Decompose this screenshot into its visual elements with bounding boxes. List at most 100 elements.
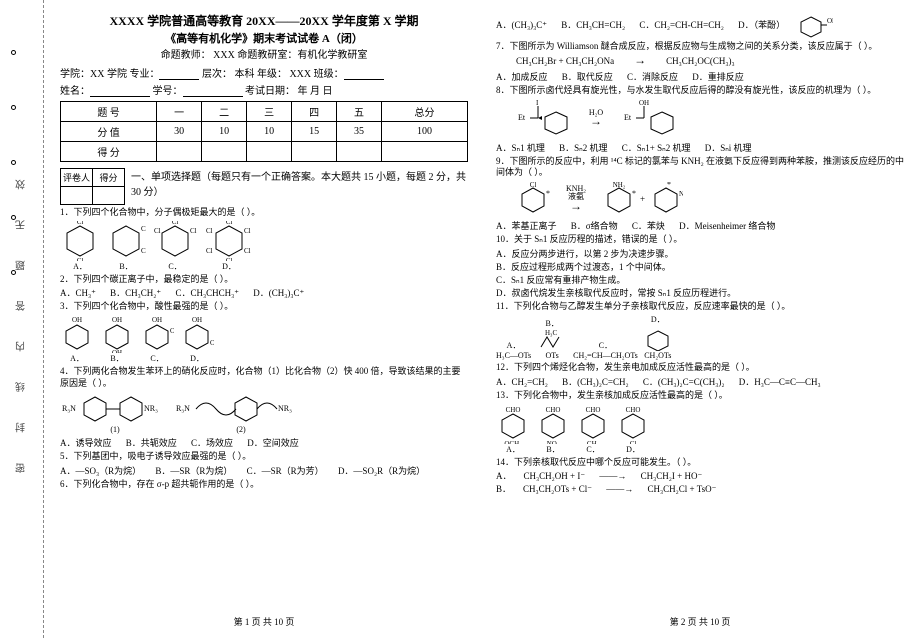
q12-a: A．CH₂=CH₂ <box>496 375 548 388</box>
q14-b: B．CH₃CH₂OTs + Cl⁻ ——→ CH₃CH₂Cl + TsO⁻ <box>496 482 904 495</box>
q1-molecules: ClClA． ClClB． ClClClC． ClClClClClClD． <box>60 221 468 272</box>
q10-a: A．反应分两步进行，以第 2 步为决速步骤。 <box>496 247 904 260</box>
svg-text:OH: OH <box>112 316 122 324</box>
q4-d: D．空间效应 <box>247 436 299 449</box>
q9-b: B．σ络合物 <box>571 219 618 232</box>
svg-text:OH: OH <box>639 100 649 107</box>
q8-c: C．Sₙ1+ Sₙ2 机理 <box>622 141 691 154</box>
q10-b: B．反应过程形成两个过渡态，1 个中间体。 <box>496 260 904 273</box>
svg-text:Cl: Cl <box>190 227 197 235</box>
score-r2-4[interactable] <box>337 142 382 162</box>
score-r2-0[interactable] <box>157 142 202 162</box>
q10-opts: A．反应分两步进行，以第 2 步为决速步骤。 B．反应过程形成两个过渡态，1 个… <box>496 247 904 299</box>
q1-stem: 1．下列四个化合物中，分子偶极矩最大的是（ ）。 <box>60 207 468 219</box>
score-h5: 五 <box>337 102 382 122</box>
exam-author: 命题教师： XXX 命题教研室：有机化学教研室 <box>60 46 468 61</box>
q11-a-f: H₃C—OTs <box>496 351 531 360</box>
q4-opts: A．诱导效应 B．共轭效应 C．场效应 D．空间效应 <box>60 436 468 449</box>
q7-left: CH₃CH₂Br + CH₃CH₂ONa <box>516 56 614 66</box>
q8-stem: 8．下图所示卤代烃具有旋光性，与水发生取代反应后得的醇没有旋光性，该反应的机理为… <box>496 85 904 97</box>
hole-punch-col <box>10 0 16 638</box>
mini-b2[interactable] <box>93 187 125 205</box>
svg-text:Cl: Cl <box>141 225 146 233</box>
score-r2-5[interactable] <box>382 142 468 162</box>
score-r2-3[interactable] <box>292 142 337 162</box>
q11-c: C． <box>599 340 612 351</box>
blank-name[interactable] <box>90 85 150 97</box>
page2-footer: 第 2 页 共 10 页 <box>490 615 910 628</box>
q13-stem: 13．下列化合物中，发生亲核加成反应活性最高的是（ ）。 <box>496 390 904 402</box>
q4-stem: 4．下列两化合物发生苯环上的硝化反应时，化合物（1）比化合物（2）快 400 倍… <box>60 366 468 389</box>
exam-title-line1: XXXX 学院普通高等教育 20XX——20XX 学年度第 X 学期 <box>60 12 468 30</box>
q13-d: D． <box>626 444 640 455</box>
score-h6: 总分 <box>382 102 468 122</box>
q4-b: B．共轭效应 <box>126 436 177 449</box>
q7-stem: 7．下图所示为 Williamson 醚合成反应，根据反应物与生成物之间的关系分… <box>496 41 904 53</box>
score-r2-2[interactable] <box>247 142 292 162</box>
q10-d: D．叔卤代烷发生亲核取代反应时，常按 Sₙ1 反应历程进行。 <box>496 286 904 299</box>
svg-text:Et: Et <box>518 113 526 122</box>
q8-product: Et OH <box>622 100 676 138</box>
q5-stem: 5．下列基团中，吸电子诱导效应最强的是（ ）。 <box>60 451 468 463</box>
q2-d: D．(CH₃)₃C⁺ <box>253 286 304 299</box>
q12-opts: A．CH₂=CH₂ B．(CH₃)₂C=CH₂ C．(CH₃)₂C=C(CH₃)… <box>496 375 904 388</box>
q7-right: CH₃CH₂OC(CH₃)₃ <box>666 56 735 66</box>
q8-a: A．Sₙ1 机理 <box>496 141 545 154</box>
q9-a: A．苯基正离子 <box>496 219 557 232</box>
q1-b: B． <box>119 261 132 272</box>
q3-mol-c: OHOH <box>140 315 174 353</box>
info-college: 学院：XX 学院 专业： <box>60 69 159 80</box>
mini-h1: 评卷人 <box>61 169 93 187</box>
svg-text:Cl: Cl <box>141 247 146 255</box>
q11-c-f: CH₂=CH—CH₂OTs <box>573 351 638 360</box>
mini-h2: 得分 <box>93 169 125 187</box>
q1-c: C． <box>168 261 181 272</box>
mini-b1[interactable] <box>61 187 93 205</box>
blank-id[interactable] <box>183 85 243 97</box>
q8-d: D．Sₙi 机理 <box>705 141 752 154</box>
phenol-icon: OH <box>799 13 833 39</box>
q6-stem: 6．下列化合物中，存在 σ-p 超共轭作用的是（ ）。 <box>60 479 468 491</box>
q14-opts: A．CH₃CH₂OH + I⁻ ——→ CH₃CH₂I + HO⁻ B．CH₃C… <box>496 469 904 495</box>
score-r1-2: 10 <box>247 122 292 142</box>
page1-footer: 第 1 页 共 10 页 <box>54 615 474 628</box>
q11-a: A． <box>507 340 521 351</box>
blank-class[interactable] <box>344 68 384 80</box>
svg-text:CHO: CHO <box>586 406 601 414</box>
svg-text:Cl: Cl <box>244 227 251 235</box>
q9-opts: A．苯基正离子 B．σ络合物 C．苯炔 D．Meisenheimer 络合物 <box>496 219 904 232</box>
arrow-icon: H₂O <box>574 109 618 129</box>
q8-opts: A．Sₙ1 机理 B．Sₙ2 机理 C．Sₙ1+ Sₙ2 机理 D．Sₙi 机理 <box>496 141 904 154</box>
svg-text:OH: OH <box>210 339 214 347</box>
blank-major[interactable] <box>159 68 199 80</box>
q9-p2: NH₂* <box>649 182 683 216</box>
q6-c: C．CH₂=CH-CH=CH₂ <box>639 18 723 31</box>
svg-text:Et: Et <box>624 113 632 122</box>
info-level: 层次： 本科 年级： XXX 班级： <box>202 69 344 80</box>
q10-stem: 10．关于 Sₙ1 反应历程的描述，错误的是（ ）。 <box>496 234 904 246</box>
score-r1-0: 30 <box>157 122 202 142</box>
score-r1l: 分 值 <box>61 122 157 142</box>
q8-reaction: Et I H₂O Et OH <box>516 100 904 138</box>
score-r1-1: 10 <box>202 122 247 142</box>
arrow-icon: KNH₂液氨 <box>554 185 598 214</box>
svg-text:H₃C: H₃C <box>545 329 557 337</box>
q4-cap2: (2) <box>236 425 245 434</box>
svg-text:*: * <box>667 182 671 189</box>
q3-b: B． <box>110 353 123 364</box>
q5-b: B．—SR（R为烷） <box>155 464 232 477</box>
svg-text:Cl: Cl <box>154 227 161 235</box>
q11-d-f: CH₂OTs <box>644 351 671 360</box>
q4-mol-2: R₃N NR₃ <box>176 391 306 425</box>
q2-c: C．CH₃CHCH₃⁺ <box>175 286 239 299</box>
page-2: A．(CH₃)₃C⁺ B．CH₃CH=CH₂ C．CH₂=CH-CH=CH₂ D… <box>490 8 910 630</box>
q12-c: C．(CH₃)₂C=C(CH₃)₂ <box>643 375 725 388</box>
arrow-icon <box>618 56 662 67</box>
q9-o2: 液氨 <box>568 192 584 201</box>
info-id: 学号： <box>153 86 183 97</box>
score-r2-1[interactable] <box>202 142 247 162</box>
svg-text:CHO: CHO <box>546 406 561 414</box>
score-r1-3: 15 <box>292 122 337 142</box>
q3-a: A． <box>70 353 84 364</box>
q5-d: D．—SO₂R（R为烷） <box>338 464 425 477</box>
